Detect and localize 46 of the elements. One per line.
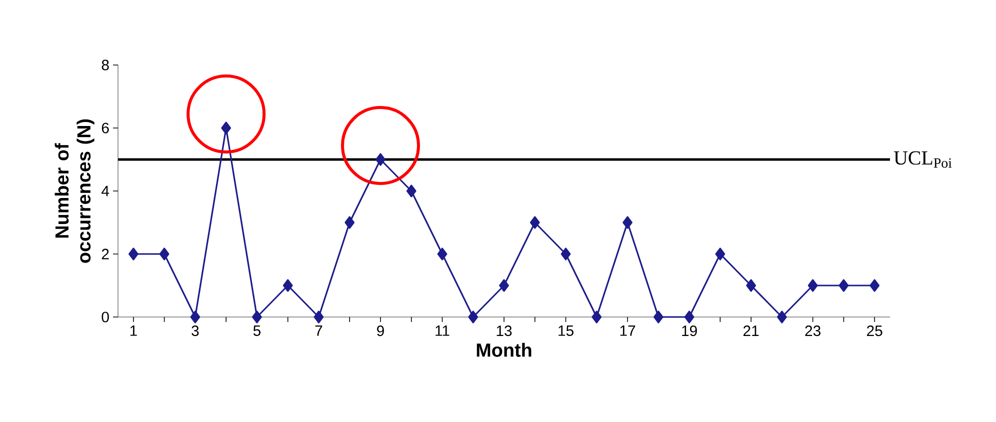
point [282, 279, 293, 292]
point [653, 310, 664, 324]
x-tick-label: 11 [436, 326, 450, 336]
ref-line-label: UCL$_{Poi}$ [894, 151, 952, 168]
point [190, 310, 200, 324]
point [746, 279, 756, 292]
x-tick-label: 15 [558, 326, 574, 336]
x-tick-label: 5 [253, 326, 260, 336]
y-tick-label: 8 [102, 60, 109, 70]
point [870, 279, 880, 292]
point [592, 310, 602, 324]
point [221, 122, 232, 134]
point [530, 216, 540, 229]
point [838, 279, 849, 292]
point [252, 310, 262, 324]
x-tick-label: 19 [682, 326, 697, 336]
x-tick-label: 23 [805, 326, 820, 336]
point [314, 310, 324, 324]
point [376, 153, 386, 166]
point [715, 248, 726, 260]
point [777, 310, 787, 324]
point [622, 216, 632, 229]
point [468, 310, 478, 324]
y-tick-label: 4 [102, 186, 110, 196]
point [560, 248, 571, 260]
x-tick-label: 1 [130, 326, 137, 336]
y-tick-label: 0 [102, 312, 109, 322]
x-tick-label: 3 [192, 326, 199, 336]
x-tick-label: 17 [620, 326, 636, 336]
x-tick-label: 13 [496, 326, 512, 336]
y-axis-title: Number of occurrences (N) [54, 119, 94, 263]
point [406, 184, 416, 198]
point [128, 248, 138, 260]
point [808, 279, 818, 292]
point [684, 310, 694, 324]
y-tick-label: 2 [102, 248, 109, 260]
point [159, 248, 170, 260]
x-tick-label: 9 [377, 326, 384, 336]
point [344, 216, 355, 229]
y-tick-label: 6 [102, 122, 109, 134]
x-tick-label: 25 [867, 326, 882, 336]
x-tick-label: 21 [743, 326, 759, 336]
x-tick-label: 7 [315, 326, 322, 336]
point [499, 279, 509, 292]
x-axis-title: Month [476, 342, 532, 357]
point [437, 248, 448, 260]
